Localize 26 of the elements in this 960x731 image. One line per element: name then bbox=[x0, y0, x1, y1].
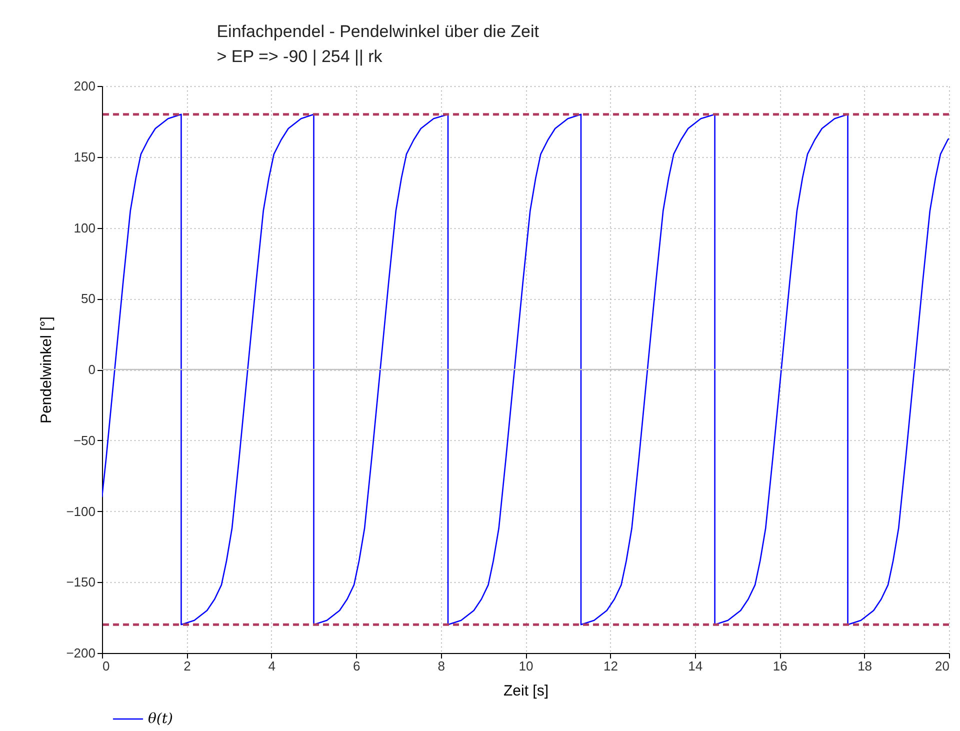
y-tick-label: −50 bbox=[73, 432, 96, 448]
x-tick-label: 8 bbox=[438, 658, 445, 674]
y-tick-label: −200 bbox=[66, 646, 96, 660]
y-tick-label: 100 bbox=[74, 220, 96, 236]
y-tick-label: 150 bbox=[74, 149, 96, 164]
x-axis-title: Zeit [s] bbox=[503, 682, 549, 700]
y-tick-label: 0 bbox=[88, 362, 96, 377]
y-tick-label: −150 bbox=[66, 574, 96, 590]
x-tick-label: 6 bbox=[352, 658, 360, 674]
x-tick-label: 12 bbox=[603, 658, 618, 674]
x-tick-label: 14 bbox=[688, 658, 703, 674]
x-tick-label: 0 bbox=[102, 658, 110, 674]
x-tick-label: 2 bbox=[184, 658, 191, 674]
line-series bbox=[102, 114, 949, 626]
x-tick-label: 20 bbox=[935, 658, 950, 674]
y-axis-title: Pendelwinkel [°] bbox=[38, 316, 56, 424]
chart-title: Einfachpendel - Pendelwinkel über die Zeit bbox=[216, 22, 540, 41]
x-tick-label: 18 bbox=[858, 658, 872, 674]
y-tick-label: −100 bbox=[66, 504, 96, 519]
y-tick-label: 200 bbox=[74, 78, 96, 94]
x-tick-label: 10 bbox=[518, 658, 534, 674]
chart-subtitle: > EP => -90 | 254 || rk bbox=[216, 47, 383, 66]
x-tick-label: 4 bbox=[268, 658, 276, 674]
x-tick-label: 16 bbox=[772, 658, 788, 674]
y-tick-label: 50 bbox=[81, 291, 96, 306]
legend-label: θ(t) bbox=[148, 711, 173, 727]
